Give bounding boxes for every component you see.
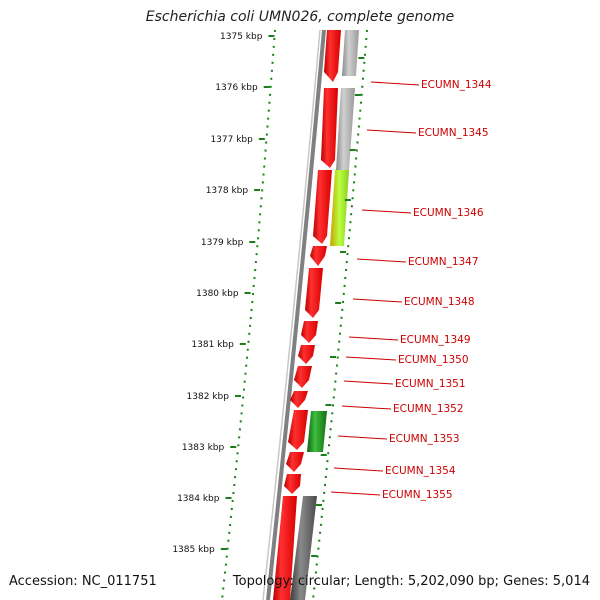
gene-labels: ECUMN_1344 ECUMN_1345 ECUMN_1346 ECUMN_1347… [330,79,492,501]
accession-label: Accession: NC_011751 [9,574,157,589]
cds-arrow[interactable] [310,246,327,266]
gene-leader-line [343,380,394,385]
tick-label: 1382 kbp [187,392,230,402]
gene-label[interactable]: ECUMN_1351 [395,378,466,390]
cds-arrow[interactable] [288,410,308,450]
gene-label[interactable]: ECUMN_1348 [404,296,475,308]
cds-arrow[interactable] [301,321,318,343]
tick-ruler-left [221,29,276,600]
gene-leader-line [345,356,397,361]
gene-label[interactable]: ECUMN_1345 [418,127,489,139]
cds-arrow[interactable] [273,496,297,600]
grey-feature[interactable] [336,88,355,170]
tick-label: 1384 kbp [177,494,220,504]
tick-label: 1385 kbp [172,545,215,555]
cds-arrow[interactable] [284,474,301,494]
tick-label: 1375 kbp [220,32,263,42]
cds-arrow[interactable] [298,345,315,364]
gene-leader-line [361,209,412,214]
tick-label: 1376 kbp [215,83,258,93]
backbone-outer-line [266,29,326,600]
gene-label[interactable]: ECUMN_1354 [385,465,456,477]
gene-leader-line [366,129,417,134]
tick-label: 1377 kbp [210,135,253,145]
lime-feature[interactable] [330,170,349,246]
cds-arrow[interactable] [294,366,312,388]
gene-leader-line [337,435,388,440]
cds-arrow[interactable] [313,170,332,244]
backbone-inner-line [262,29,321,600]
gene-leader-line [348,336,399,341]
cds-arrow[interactable] [305,268,323,318]
map-title: Escherichia coli UMN026, complete genome [145,9,455,25]
gene-label[interactable]: ECUMN_1344 [421,79,492,91]
grey-feature[interactable] [342,30,359,76]
feature-track [290,30,359,600]
gene-leader-line [356,258,407,263]
cds-arrow[interactable] [324,30,341,82]
gene-label[interactable]: ECUMN_1355 [382,489,453,501]
tick-label: 1380 kbp [196,289,239,299]
dark-grey-feature[interactable] [290,496,317,600]
cds-track [273,30,341,600]
gene-label[interactable]: ECUMN_1349 [400,334,471,346]
tick-label: 1381 kbp [191,340,234,350]
gene-label[interactable]: ECUMN_1346 [413,207,484,219]
tick-label: 1383 kbp [182,443,225,453]
cds-arrow[interactable] [321,88,338,168]
gene-leader-line [333,467,384,472]
gene-leader-line [341,405,392,410]
gene-label[interactable]: ECUMN_1353 [389,433,460,445]
gene-label[interactable]: ECUMN_1352 [393,403,464,415]
tick-ruler-right [312,29,368,600]
gene-leader-line [370,81,420,86]
gene-leader-line [352,298,403,303]
tick-label: 1378 kbp [206,186,249,196]
topology-label: Topology: circular; Length: 5,202,090 bp… [232,574,590,589]
gene-label[interactable]: ECUMN_1350 [398,354,469,366]
gene-leader-line [330,491,381,496]
cds-arrow[interactable] [290,391,308,408]
gene-label[interactable]: ECUMN_1347 [408,256,479,268]
cds-arrow[interactable] [286,452,304,472]
rna-green-feature[interactable] [307,411,327,452]
tick-label: 1379 kbp [201,238,244,248]
tick-marks: 1375 kbp 1376 kbp 1377 kbp 1378 kbp 1379 kbp… [172,32,365,557]
